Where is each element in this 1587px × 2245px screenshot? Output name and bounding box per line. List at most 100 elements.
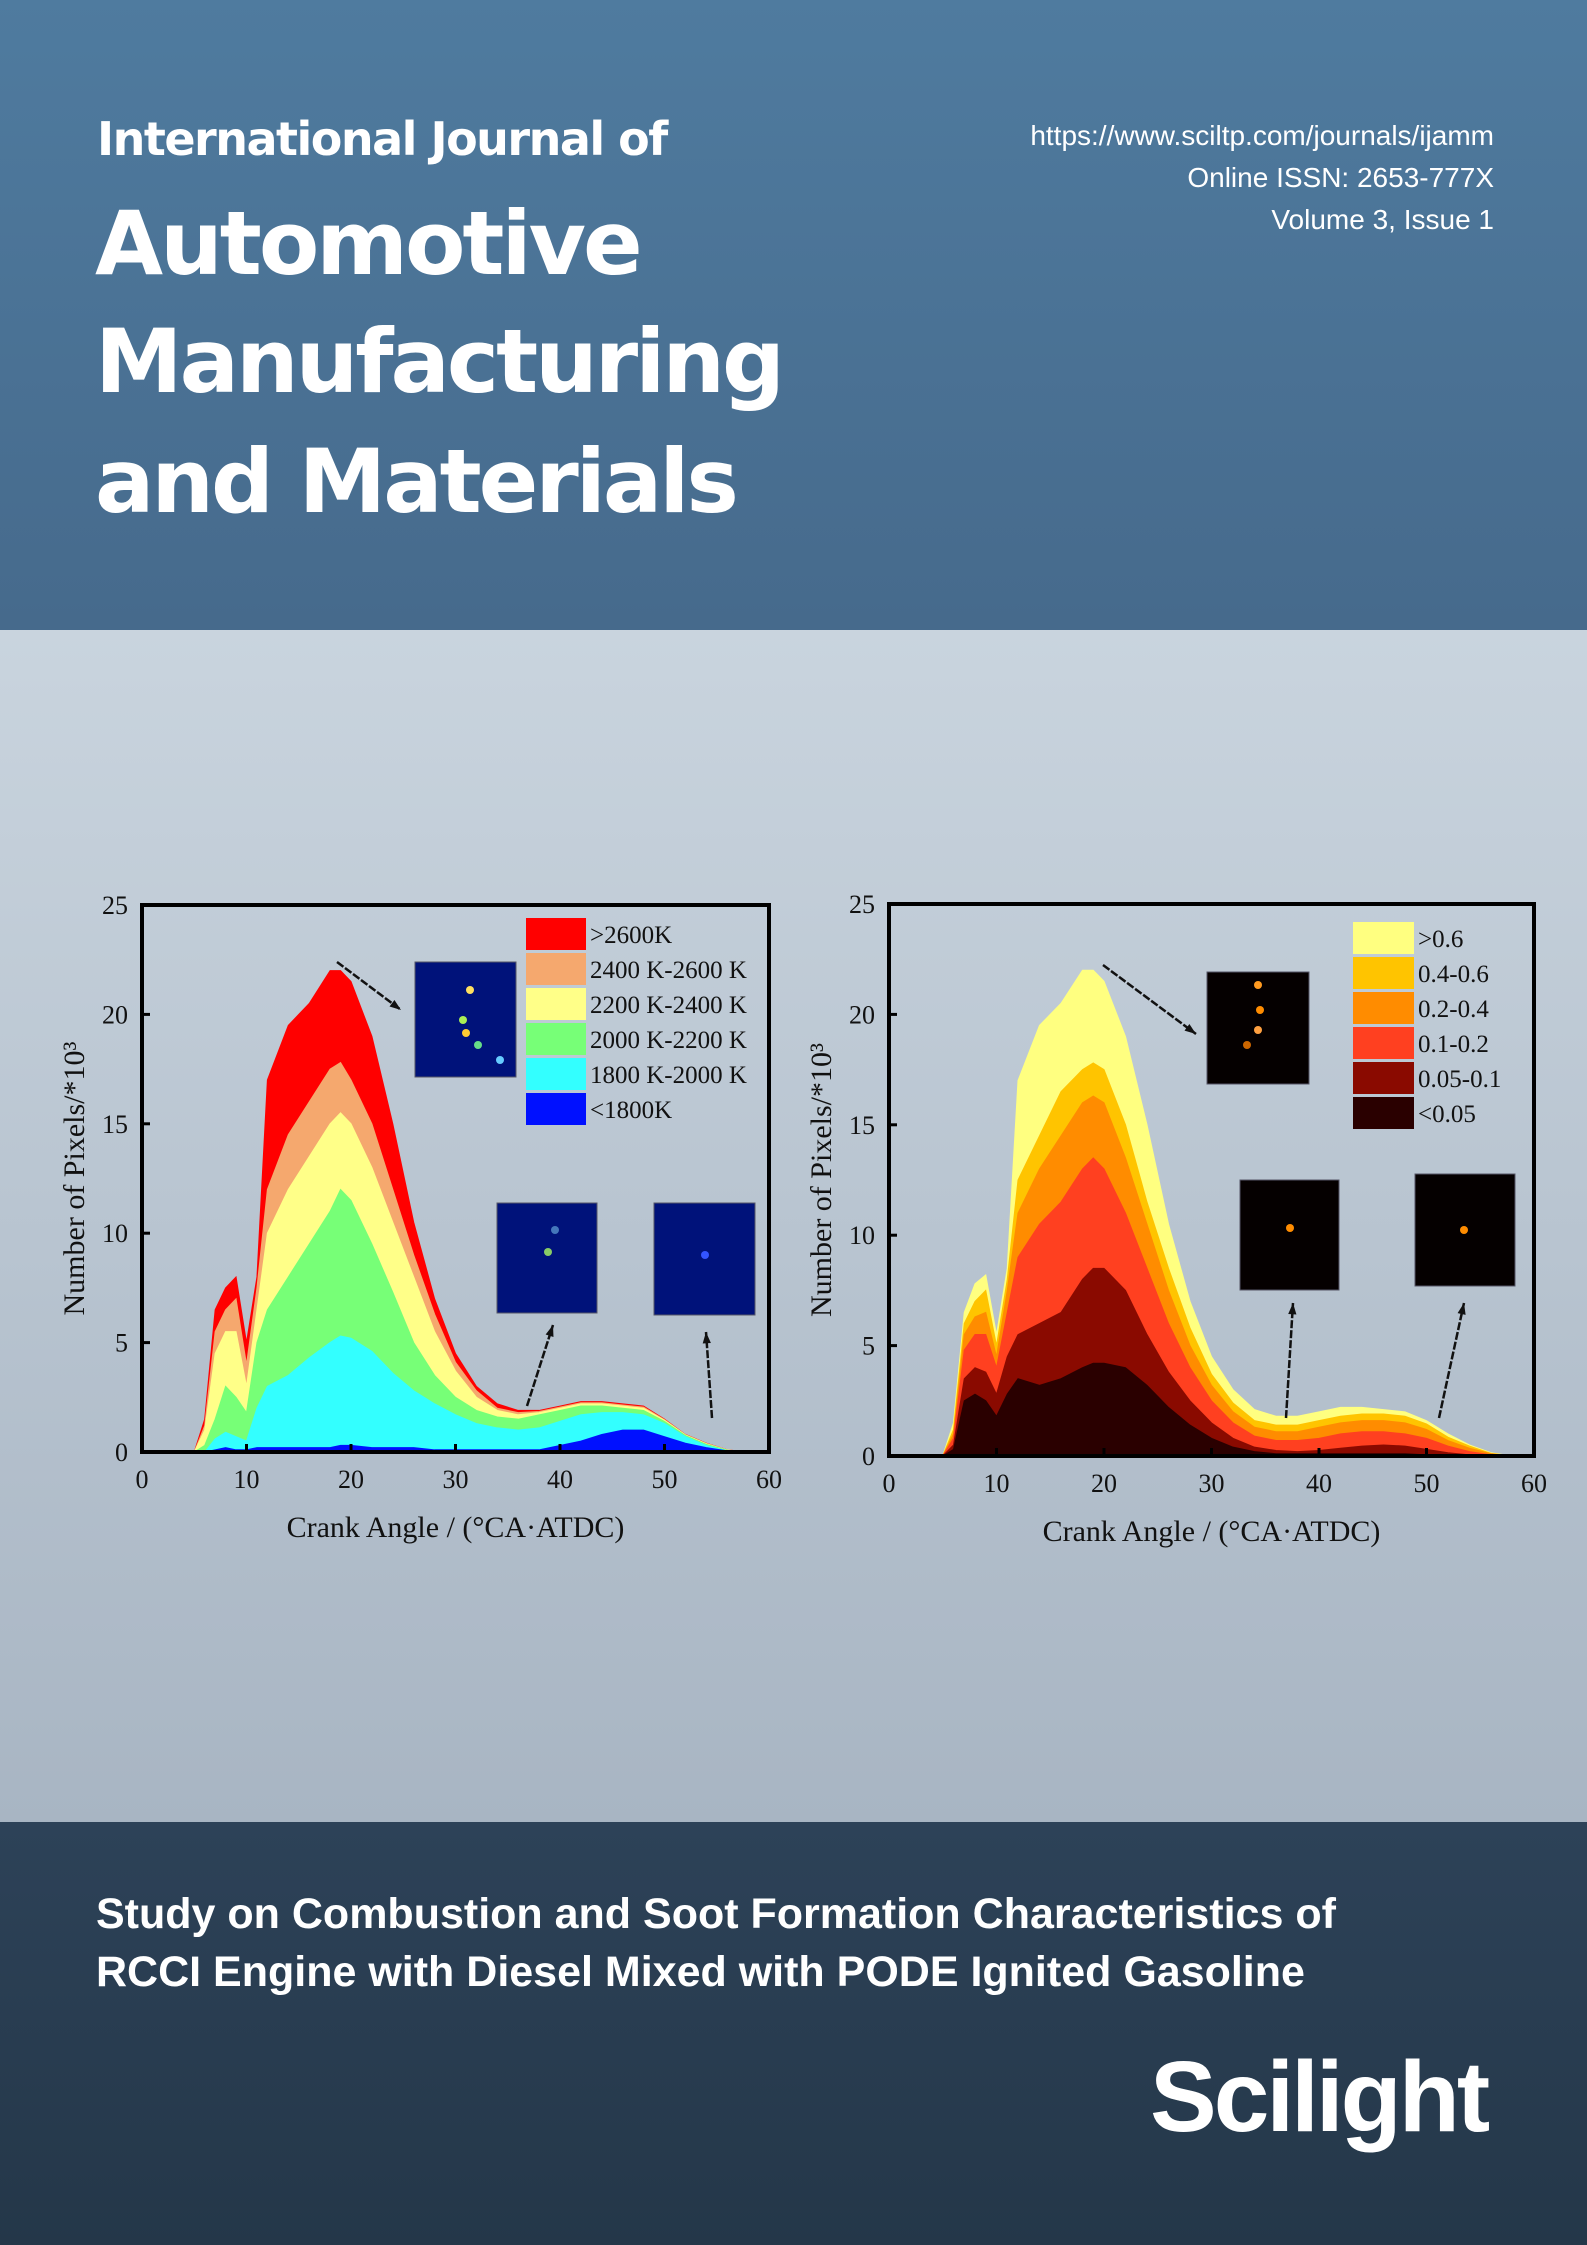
- x-axis-label: Crank Angle / (°CA·ATDC): [1043, 1515, 1381, 1548]
- arrow-head-icon: [545, 1325, 554, 1337]
- arrow-line: [336, 961, 402, 1011]
- arrow-line: [1102, 963, 1197, 1036]
- inset-flame-spot: [474, 1041, 482, 1049]
- x-tick-label: 50: [652, 1465, 678, 1494]
- footer-band: [0, 1822, 1587, 2245]
- inset-image: [1239, 1179, 1340, 1291]
- arrow-head-icon: [1184, 1023, 1196, 1034]
- arrow-line: [704, 1331, 714, 1419]
- legend-swatch: [1353, 957, 1414, 989]
- legend-label: 0.05-0.1: [1418, 1066, 1501, 1093]
- legend-swatch: [526, 1093, 586, 1125]
- y-tick-label: 5: [115, 1329, 128, 1358]
- x-tick-label: 20: [1091, 1469, 1117, 1498]
- chart-2: 0 10 20 30 40 50 60 0 5 10 15 20 25 Crank Angle / (°C…: [805, 890, 1547, 1548]
- y-tick-label: 10: [102, 1219, 128, 1248]
- inset-flame-spot: [551, 1226, 559, 1234]
- legend-swatch: [1353, 992, 1414, 1024]
- legend-label: 2200 K-2400 K: [590, 992, 747, 1019]
- legend-swatch: [1353, 1027, 1414, 1059]
- arrow-head-icon: [702, 1332, 711, 1344]
- journal-title-line-3: and Materials: [95, 430, 739, 533]
- x-tick-label: 60: [1521, 1469, 1547, 1498]
- legend-label: >2600K: [590, 922, 672, 949]
- article-title-line-2: RCCI Engine with Diesel Mixed with PODE …: [96, 1948, 1305, 1996]
- y-axis-label: Number of Pixels/*10³: [58, 1042, 91, 1316]
- x-tick-label: 10: [984, 1469, 1010, 1498]
- x-tick-label: 30: [1199, 1469, 1225, 1498]
- inset-flame-spot: [466, 986, 474, 994]
- legend-label: 2400 K-2600 K: [590, 957, 747, 984]
- publisher-logo: Scilight: [1150, 2041, 1490, 2153]
- legend-label: 1800 K-2000 K: [590, 1062, 747, 1089]
- arrow-head-icon: [1288, 1303, 1297, 1315]
- inset-image: [496, 1202, 598, 1314]
- article-title-line-1: Study on Combustion and Soot Formation C…: [96, 1890, 1336, 1938]
- x-tick-label: 10: [234, 1465, 260, 1494]
- inset-flame-spot: [1256, 1006, 1264, 1014]
- inset-flame-spot: [1460, 1226, 1468, 1234]
- x-tick-label: 50: [1414, 1469, 1440, 1498]
- legend-swatch: [526, 1023, 586, 1055]
- legend-label: 2000 K-2200 K: [590, 1027, 747, 1054]
- legend-label: >0.6: [1418, 926, 1463, 953]
- x-tick-label: 60: [756, 1465, 782, 1494]
- arrow-head-icon: [389, 999, 401, 1010]
- x-tick-label: 30: [443, 1465, 469, 1494]
- x-tick-label: 0: [136, 1465, 149, 1494]
- x-tick-label: 40: [547, 1465, 573, 1494]
- legend-label: <0.05: [1418, 1101, 1476, 1128]
- inset-flame-spot: [1243, 1041, 1251, 1049]
- arrow-line: [1437, 1302, 1466, 1419]
- y-tick-label: 0: [115, 1438, 128, 1467]
- inset-flame-spot: [459, 1016, 467, 1024]
- arrow-line: [1284, 1302, 1295, 1419]
- y-tick-label: 0: [862, 1442, 875, 1471]
- journal-title-line-2: Manufacturing: [95, 310, 785, 413]
- legend-swatch: [1353, 1097, 1414, 1129]
- article-title: Study on Combustion and Soot Formation C…: [96, 1885, 1336, 2001]
- inset-flame-spot: [1286, 1224, 1294, 1232]
- chart-1: 0 10 20 30 40 50 60 0 5 10 15 20 25 Crank Angle / (°C…: [58, 891, 782, 1544]
- inset-image: [653, 1202, 756, 1316]
- area-series-1: [194, 1429, 749, 1453]
- inset-flame-spot: [496, 1056, 504, 1064]
- inset-flame-spot: [1254, 1026, 1262, 1034]
- legend-label: <1800K: [590, 1097, 672, 1124]
- y-tick-label: 15: [102, 1110, 128, 1139]
- legend-swatch: [526, 1058, 586, 1090]
- legend-label: 0.1-0.2: [1418, 1031, 1489, 1058]
- journal-url[interactable]: https://www.sciltp.com/journals/ijamm: [1030, 120, 1494, 151]
- x-axis-label: Crank Angle / (°CA·ATDC): [287, 1511, 625, 1544]
- x-tick-label: 0: [883, 1469, 896, 1498]
- legend-swatch: [526, 918, 586, 950]
- inset-flame-spot: [462, 1029, 470, 1037]
- inset-flame-spot: [1254, 981, 1262, 989]
- y-tick-label: 15: [849, 1111, 875, 1140]
- y-axis-label: Number of Pixels/*10³: [805, 1043, 838, 1317]
- y-tick-label: 20: [102, 1000, 128, 1029]
- inset-flame-spot: [701, 1251, 709, 1259]
- journal-issn: Online ISSN: 2653-777X: [1187, 162, 1494, 193]
- area-series-2: [194, 1335, 749, 1453]
- legend-swatch: [1353, 922, 1414, 954]
- journal-title-line-1: Automotive: [95, 192, 643, 295]
- arrow-line: [525, 1324, 555, 1407]
- legend-swatch: [526, 953, 586, 985]
- arrow-head-icon: [1457, 1303, 1466, 1315]
- x-tick-label: 40: [1306, 1469, 1332, 1498]
- inset-flame-spot: [544, 1248, 552, 1256]
- legend-label: 0.2-0.4: [1418, 996, 1489, 1023]
- y-tick-label: 25: [102, 891, 128, 920]
- x-tick-label: 20: [338, 1465, 364, 1494]
- header-band: [0, 0, 1587, 630]
- journal-title-prefix: International Journal of: [97, 112, 668, 166]
- journal-meta: https://www.sciltp.com/journals/ijamm On…: [1030, 115, 1494, 241]
- journal-volume: Volume 3, Issue 1: [1271, 204, 1494, 235]
- legend-label: 0.4-0.6: [1418, 961, 1489, 988]
- legend-swatch: [526, 988, 586, 1020]
- legend-swatch: [1353, 1062, 1414, 1094]
- y-tick-label: 20: [849, 1000, 875, 1029]
- y-tick-label: 25: [849, 890, 875, 919]
